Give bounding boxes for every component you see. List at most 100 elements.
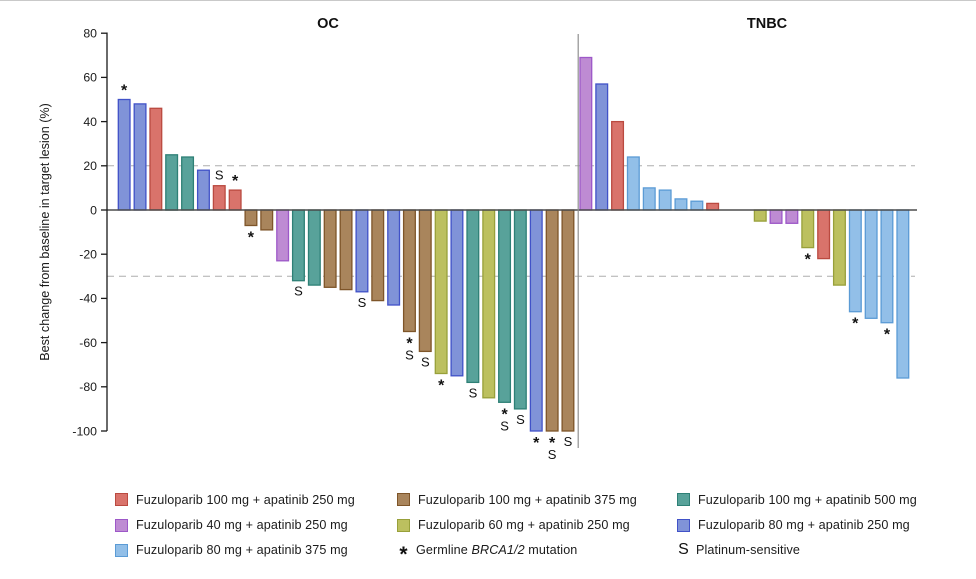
y-tick-label: -40 bbox=[79, 292, 97, 306]
bar-tnbc-9 bbox=[706, 202, 720, 211]
brca-mutation-star: * bbox=[805, 252, 812, 269]
legend-item: Fuzuloparib 60 mg + apatinib 250 mg bbox=[397, 512, 637, 537]
bar-oc-5 bbox=[181, 156, 195, 211]
legend-label: Germline BRCA1/2 mutation bbox=[416, 543, 578, 558]
legend-item: Fuzuloparib 40 mg + apatinib 250 mg bbox=[115, 512, 355, 537]
bar-oc-29 bbox=[561, 209, 575, 432]
platinum-sensitive-mark: S bbox=[500, 418, 509, 433]
legend-label: Fuzuloparib 100 mg + apatinib 250 mg bbox=[136, 492, 355, 507]
platinum-sensitive-mark: S bbox=[405, 348, 414, 363]
legend-swatch-teal bbox=[677, 493, 690, 507]
brca-mutation-star: * bbox=[884, 327, 891, 344]
bar-oc-14 bbox=[323, 209, 337, 288]
bar-tnbc-16 bbox=[848, 209, 862, 313]
bar-oc-11 bbox=[276, 209, 290, 262]
legend-label: Platinum-sensitive bbox=[696, 543, 800, 558]
brca-mutation-star: * bbox=[549, 435, 556, 452]
bar-oc-17 bbox=[371, 209, 385, 302]
legend-swatch-olive bbox=[397, 518, 410, 532]
platinum-sensitive-mark: S bbox=[469, 385, 478, 400]
legend-label: Fuzuloparib 80 mg + apatinib 375 mg bbox=[136, 543, 348, 558]
bar-tnbc-2 bbox=[595, 83, 609, 211]
legend-item: S Platinum-sensitive bbox=[677, 538, 917, 563]
y-tick-label: 80 bbox=[83, 27, 97, 41]
y-tick-label: -80 bbox=[79, 380, 97, 394]
legend-item: Fuzuloparib 80 mg + apatinib 250 mg bbox=[677, 512, 917, 537]
legend-swatch-brown bbox=[397, 493, 410, 507]
waterfall-chart: 80 60 40 20 0 -20 -40 -60 -80 -100 Best change fro… bbox=[38, 16, 917, 462]
legend-label: Fuzuloparib 60 mg + apatinib 250 mg bbox=[418, 518, 630, 533]
brca-mutation-star: * bbox=[533, 435, 540, 452]
panel-title-tnbc: TNBC bbox=[747, 16, 788, 32]
bar-oc-26 bbox=[513, 209, 527, 410]
bar-oc-10 bbox=[260, 209, 274, 231]
bar-oc-21 bbox=[434, 209, 448, 375]
platinum-sensitive-mark: S bbox=[358, 295, 367, 310]
bar-tnbc-14 bbox=[817, 209, 831, 260]
legend-label: Fuzuloparib 100 mg + apatinib 375 mg bbox=[418, 492, 637, 507]
bar-tnbc-5 bbox=[642, 187, 656, 211]
legend-item: Fuzuloparib 100 mg + apatinib 250 mg bbox=[115, 487, 355, 512]
bar-oc-23 bbox=[466, 209, 480, 384]
legend-swatch-indigo bbox=[677, 518, 690, 532]
bar-tnbc-1 bbox=[579, 56, 593, 211]
bar-tnbc-11 bbox=[769, 209, 783, 224]
legend-label: Fuzuloparib 100 mg + apatinib 500 mg bbox=[698, 492, 917, 507]
panel-title-oc: OC bbox=[317, 16, 339, 32]
legend-label: Fuzuloparib 80 mg + apatinib 250 mg bbox=[698, 518, 910, 533]
platinum-sensitive-mark: S bbox=[516, 412, 525, 427]
legend-item: Fuzuloparib 100 mg + apatinib 375 mg bbox=[397, 487, 637, 512]
bar-oc-15 bbox=[339, 209, 353, 291]
bar-oc-4 bbox=[165, 154, 179, 211]
bar-oc-2 bbox=[133, 103, 147, 211]
bar-oc-16 bbox=[355, 209, 369, 293]
legend-item: * Germline BRCA1/2 mutation bbox=[397, 538, 637, 567]
bar-tnbc-10 bbox=[753, 209, 767, 222]
legend-swatch-red bbox=[115, 493, 128, 507]
bar-oc-22 bbox=[450, 209, 464, 377]
bar-oc-12 bbox=[291, 209, 305, 282]
brca-mutation-star: * bbox=[438, 378, 445, 395]
brca-mutation-star: * bbox=[501, 406, 508, 423]
legend-column-1: Fuzuloparib 100 mg + apatinib 250 mg Fuzu… bbox=[115, 487, 355, 563]
bar-oc-18 bbox=[387, 209, 401, 306]
bar-tnbc-19 bbox=[896, 209, 910, 379]
legend-item: Fuzuloparib 80 mg + apatinib 375 mg bbox=[115, 538, 355, 563]
bar-oc-8 bbox=[228, 189, 242, 211]
y-tick-label: -20 bbox=[79, 248, 97, 262]
bar-oc-20 bbox=[418, 209, 432, 353]
bar-oc-25 bbox=[498, 209, 512, 403]
y-tick-label: 0 bbox=[90, 203, 97, 217]
bar-tnbc-13 bbox=[801, 209, 815, 249]
y-tick-label: 20 bbox=[83, 159, 97, 173]
bar-tnbc-18 bbox=[880, 209, 894, 324]
bar-tnbc-15 bbox=[832, 209, 846, 286]
bar-tnbc-7 bbox=[674, 198, 688, 211]
y-axis-label: Best change from baseline in target lesi… bbox=[38, 103, 52, 361]
bar-oc-1 bbox=[117, 98, 131, 211]
legend-label: Fuzuloparib 40 mg + apatinib 250 mg bbox=[136, 518, 348, 533]
bar-oc-24 bbox=[482, 209, 496, 399]
y-tick-label: 40 bbox=[83, 115, 97, 129]
bar-oc-19 bbox=[402, 209, 416, 333]
platinum-sensitive-mark: S bbox=[548, 447, 557, 462]
bar-oc-6 bbox=[196, 169, 210, 211]
bar-oc-28 bbox=[545, 209, 559, 432]
brca-mutation-star: * bbox=[232, 173, 239, 190]
platinum-sensitive-mark: S bbox=[215, 168, 224, 183]
brca-star-symbol: * bbox=[399, 543, 408, 567]
bar-oc-27 bbox=[529, 209, 543, 432]
legend-column-2: Fuzuloparib 100 mg + apatinib 375 mg Fuzu… bbox=[397, 487, 637, 567]
bar-oc-7 bbox=[212, 185, 226, 211]
bar-tnbc-8 bbox=[690, 200, 704, 211]
bar-tnbc-4 bbox=[626, 156, 640, 211]
platinum-sensitive-mark: S bbox=[421, 354, 430, 369]
y-tick-label: -60 bbox=[79, 336, 97, 350]
legend-swatch-lightblue bbox=[115, 543, 128, 557]
platinum-sensitive-mark: S bbox=[564, 434, 573, 449]
brca-mutation-star: * bbox=[852, 316, 859, 333]
bar-tnbc-17 bbox=[864, 209, 878, 319]
bar-tnbc-12 bbox=[785, 209, 799, 224]
brca-mutation-star: * bbox=[248, 230, 255, 247]
